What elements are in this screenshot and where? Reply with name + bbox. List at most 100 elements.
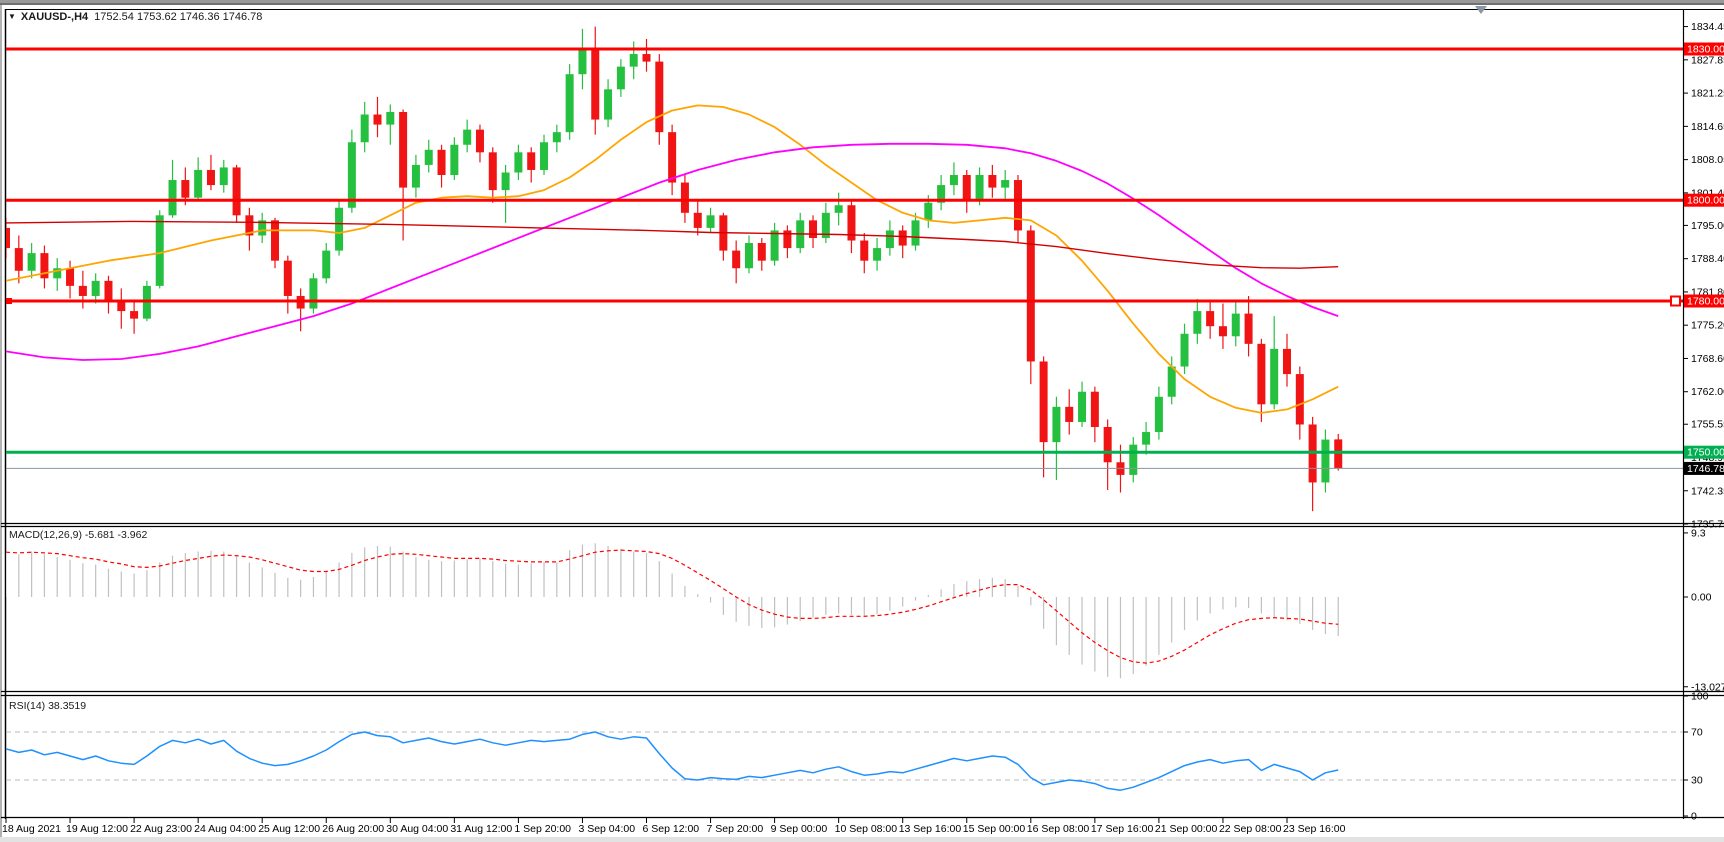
candle-body xyxy=(309,278,318,309)
candle-body xyxy=(629,54,638,67)
time-axis-label: 25 Aug 12:00 xyxy=(258,823,320,835)
macd-axis[interactable]: 9.3 0.00 -13.027 xyxy=(1683,527,1724,693)
candle-body xyxy=(860,240,869,261)
candle-body xyxy=(40,253,49,279)
candle-body xyxy=(847,205,856,241)
candle-body xyxy=(988,175,997,188)
candle-body xyxy=(1026,230,1035,362)
price-badge-1830.00 xyxy=(1684,42,1724,56)
candle-body xyxy=(1154,396,1163,433)
price-axis[interactable]: 1834.451827.851821.251814.651808.051801.… xyxy=(1682,9,1724,819)
time-axis[interactable]: 18 Aug 2021 19 Aug 12:00 22 Aug 23:00 24 Au… xyxy=(2,818,1346,835)
rsi-line xyxy=(6,731,1339,791)
time-axis-label: 30 Aug 04:00 xyxy=(386,823,448,835)
price-badge-1750.00 xyxy=(1684,445,1724,459)
time-axis-label: 26 Aug 20:00 xyxy=(322,823,384,835)
candle-body xyxy=(424,149,433,165)
candle-body xyxy=(258,220,267,236)
candle-body xyxy=(668,132,677,183)
price-badge-text: 1780.00 xyxy=(1687,296,1724,308)
candle-body xyxy=(578,49,587,75)
macd-signal-line xyxy=(6,549,1339,664)
candle-body xyxy=(437,149,446,175)
candle-body xyxy=(78,285,87,296)
candle-body xyxy=(347,142,356,208)
ma-mid-magenta[interactable] xyxy=(6,142,1339,361)
candle-body xyxy=(616,66,625,90)
candle-body xyxy=(565,74,574,133)
ma-fast-orange[interactable] xyxy=(6,104,1339,414)
candle-body xyxy=(27,253,36,271)
time-axis-label: 9 Sep 00:00 xyxy=(771,823,828,835)
candle-body xyxy=(91,280,100,296)
candle-body xyxy=(488,152,497,191)
ma-slow-darkred[interactable] xyxy=(6,220,1339,269)
candle-body xyxy=(1129,444,1138,475)
macd-histogram xyxy=(6,543,1339,679)
candle-body xyxy=(693,212,702,228)
collapse-arrow-icon[interactable]: ▼ xyxy=(8,12,16,21)
price-axis-label: 1755.55 xyxy=(1691,419,1724,431)
candle-body xyxy=(283,260,292,296)
ohlc-readout: 1752.54 1753.62 1746.36 1746.78 xyxy=(94,11,263,23)
time-axis-label: 22 Sep 08:00 xyxy=(1219,823,1282,835)
price-badge-1800.00 xyxy=(1684,193,1724,207)
hline-drag-handle[interactable] xyxy=(1670,295,1681,307)
candle-body xyxy=(1257,343,1266,405)
candle-body xyxy=(744,243,753,269)
time-axis-label: 3 Sep 04:00 xyxy=(578,823,635,835)
candle-body xyxy=(399,112,408,188)
candle-body xyxy=(1270,348,1279,405)
rsi-pane[interactable] xyxy=(6,731,1683,791)
candle-body xyxy=(885,230,894,249)
price-pane[interactable] xyxy=(2,26,1683,512)
time-axis-label: 17 Sep 16:00 xyxy=(1091,823,1154,835)
candle-body xyxy=(450,144,459,175)
candle-body xyxy=(194,169,203,198)
candle-body xyxy=(411,164,420,188)
price-badge-1780.00 xyxy=(1684,294,1724,308)
time-axis-label: 22 Aug 23:00 xyxy=(130,823,192,835)
candle-body xyxy=(706,215,715,228)
rsi-axis[interactable]: 100 70 30 0 xyxy=(1683,691,1709,823)
hline-left-marker[interactable] xyxy=(6,298,12,304)
candle-body xyxy=(1295,374,1304,425)
candle-body xyxy=(386,112,395,125)
symbol-period-label: XAUUSD-,H4 xyxy=(20,11,89,23)
candle-body xyxy=(821,212,830,238)
candle-body xyxy=(501,172,510,191)
rsi-axis-label: 30 xyxy=(1691,775,1703,787)
time-axis-label: 15 Sep 00:00 xyxy=(963,823,1026,835)
candle-body xyxy=(219,167,228,186)
candle-body xyxy=(873,248,882,261)
price-axis-label: 1827.85 xyxy=(1691,54,1724,66)
candle-body xyxy=(809,220,818,238)
price-axis-label: 1742.35 xyxy=(1691,485,1724,497)
candle-body xyxy=(1013,180,1022,231)
candle-body xyxy=(1065,406,1074,422)
price-axis-label: 1808.05 xyxy=(1691,154,1724,166)
candle-body xyxy=(732,250,741,269)
time-axis-label: 18 Aug 2021 xyxy=(2,823,61,835)
price-badge-1746.78 xyxy=(1684,461,1724,475)
time-axis-label: 13 Sep 16:00 xyxy=(899,823,962,835)
candle-body xyxy=(6,227,10,249)
candle-body xyxy=(181,180,190,198)
candle-body xyxy=(232,167,241,216)
rsi-axis-label: 0 xyxy=(1691,811,1697,823)
candle-body xyxy=(540,142,549,170)
price-axis-label: 1814.65 xyxy=(1691,121,1724,133)
candle-body xyxy=(1283,348,1291,375)
candle-body xyxy=(335,207,344,251)
macd-pane[interactable] xyxy=(6,543,1339,679)
time-axis-label: 16 Sep 08:00 xyxy=(1027,823,1090,835)
candle-body xyxy=(14,248,23,271)
time-axis-label: 19 Aug 12:00 xyxy=(66,823,128,835)
candle-body xyxy=(1334,439,1343,469)
candle-body xyxy=(271,220,280,261)
price-axis-label: 1775.20 xyxy=(1691,320,1724,332)
candle-body xyxy=(834,205,843,213)
chart-shift-marker-icon[interactable] xyxy=(1475,6,1487,14)
